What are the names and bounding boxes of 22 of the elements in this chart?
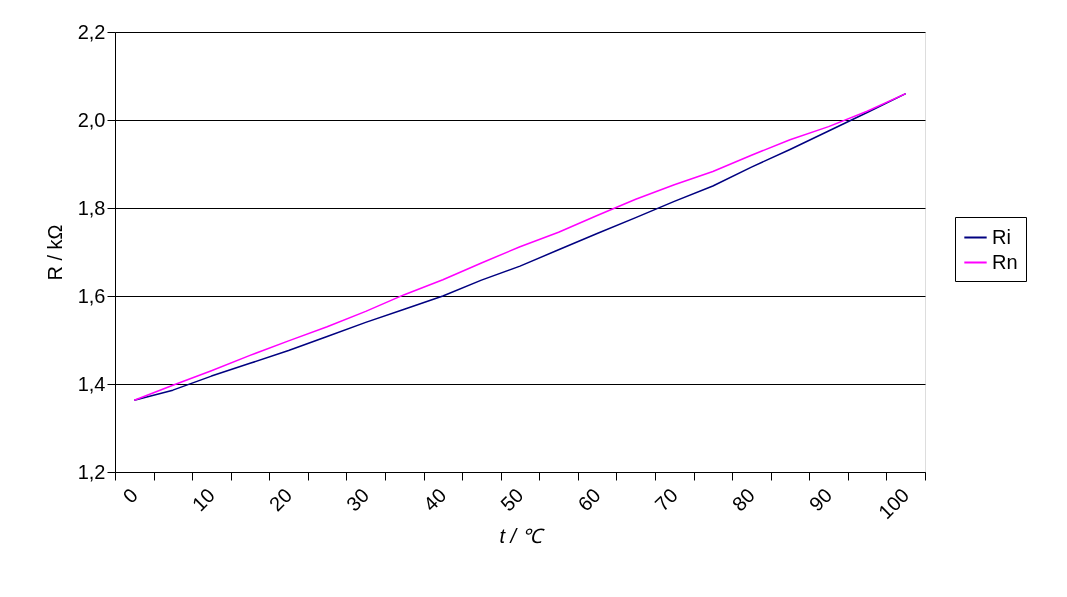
x-tick-label: 20 — [264, 484, 297, 516]
y-tick-label: 2,0 — [77, 108, 106, 131]
x-tick-label: 80 — [727, 484, 759, 516]
x-tick-label: 0 — [118, 484, 142, 508]
x-tick-label: 60 — [573, 484, 605, 516]
x-tick-label: 50 — [496, 484, 528, 516]
y-tick-label: 2,2 — [77, 20, 106, 43]
x-tick-label: 70 — [650, 484, 682, 516]
y-tick-label: 1,8 — [77, 196, 106, 219]
y-tick-label: 1,6 — [77, 284, 106, 307]
x-tick-label: 100 — [874, 484, 914, 524]
x-tick-label: 30 — [342, 484, 374, 516]
legend-label: Rn — [992, 250, 1018, 273]
y-tick-label: 1,2 — [77, 460, 106, 483]
x-tick-label: 10 — [187, 484, 219, 516]
x-axis-title: t / ℃ — [499, 525, 545, 548]
line-series — [133, 92, 907, 402]
y-tick-label: 1,4 — [77, 372, 106, 395]
x-tick-label: 90 — [804, 484, 837, 516]
y-axis-title: R / kΩ — [43, 224, 66, 281]
x-tick-label: 40 — [419, 484, 451, 516]
legend-label: Ri — [992, 225, 1011, 248]
